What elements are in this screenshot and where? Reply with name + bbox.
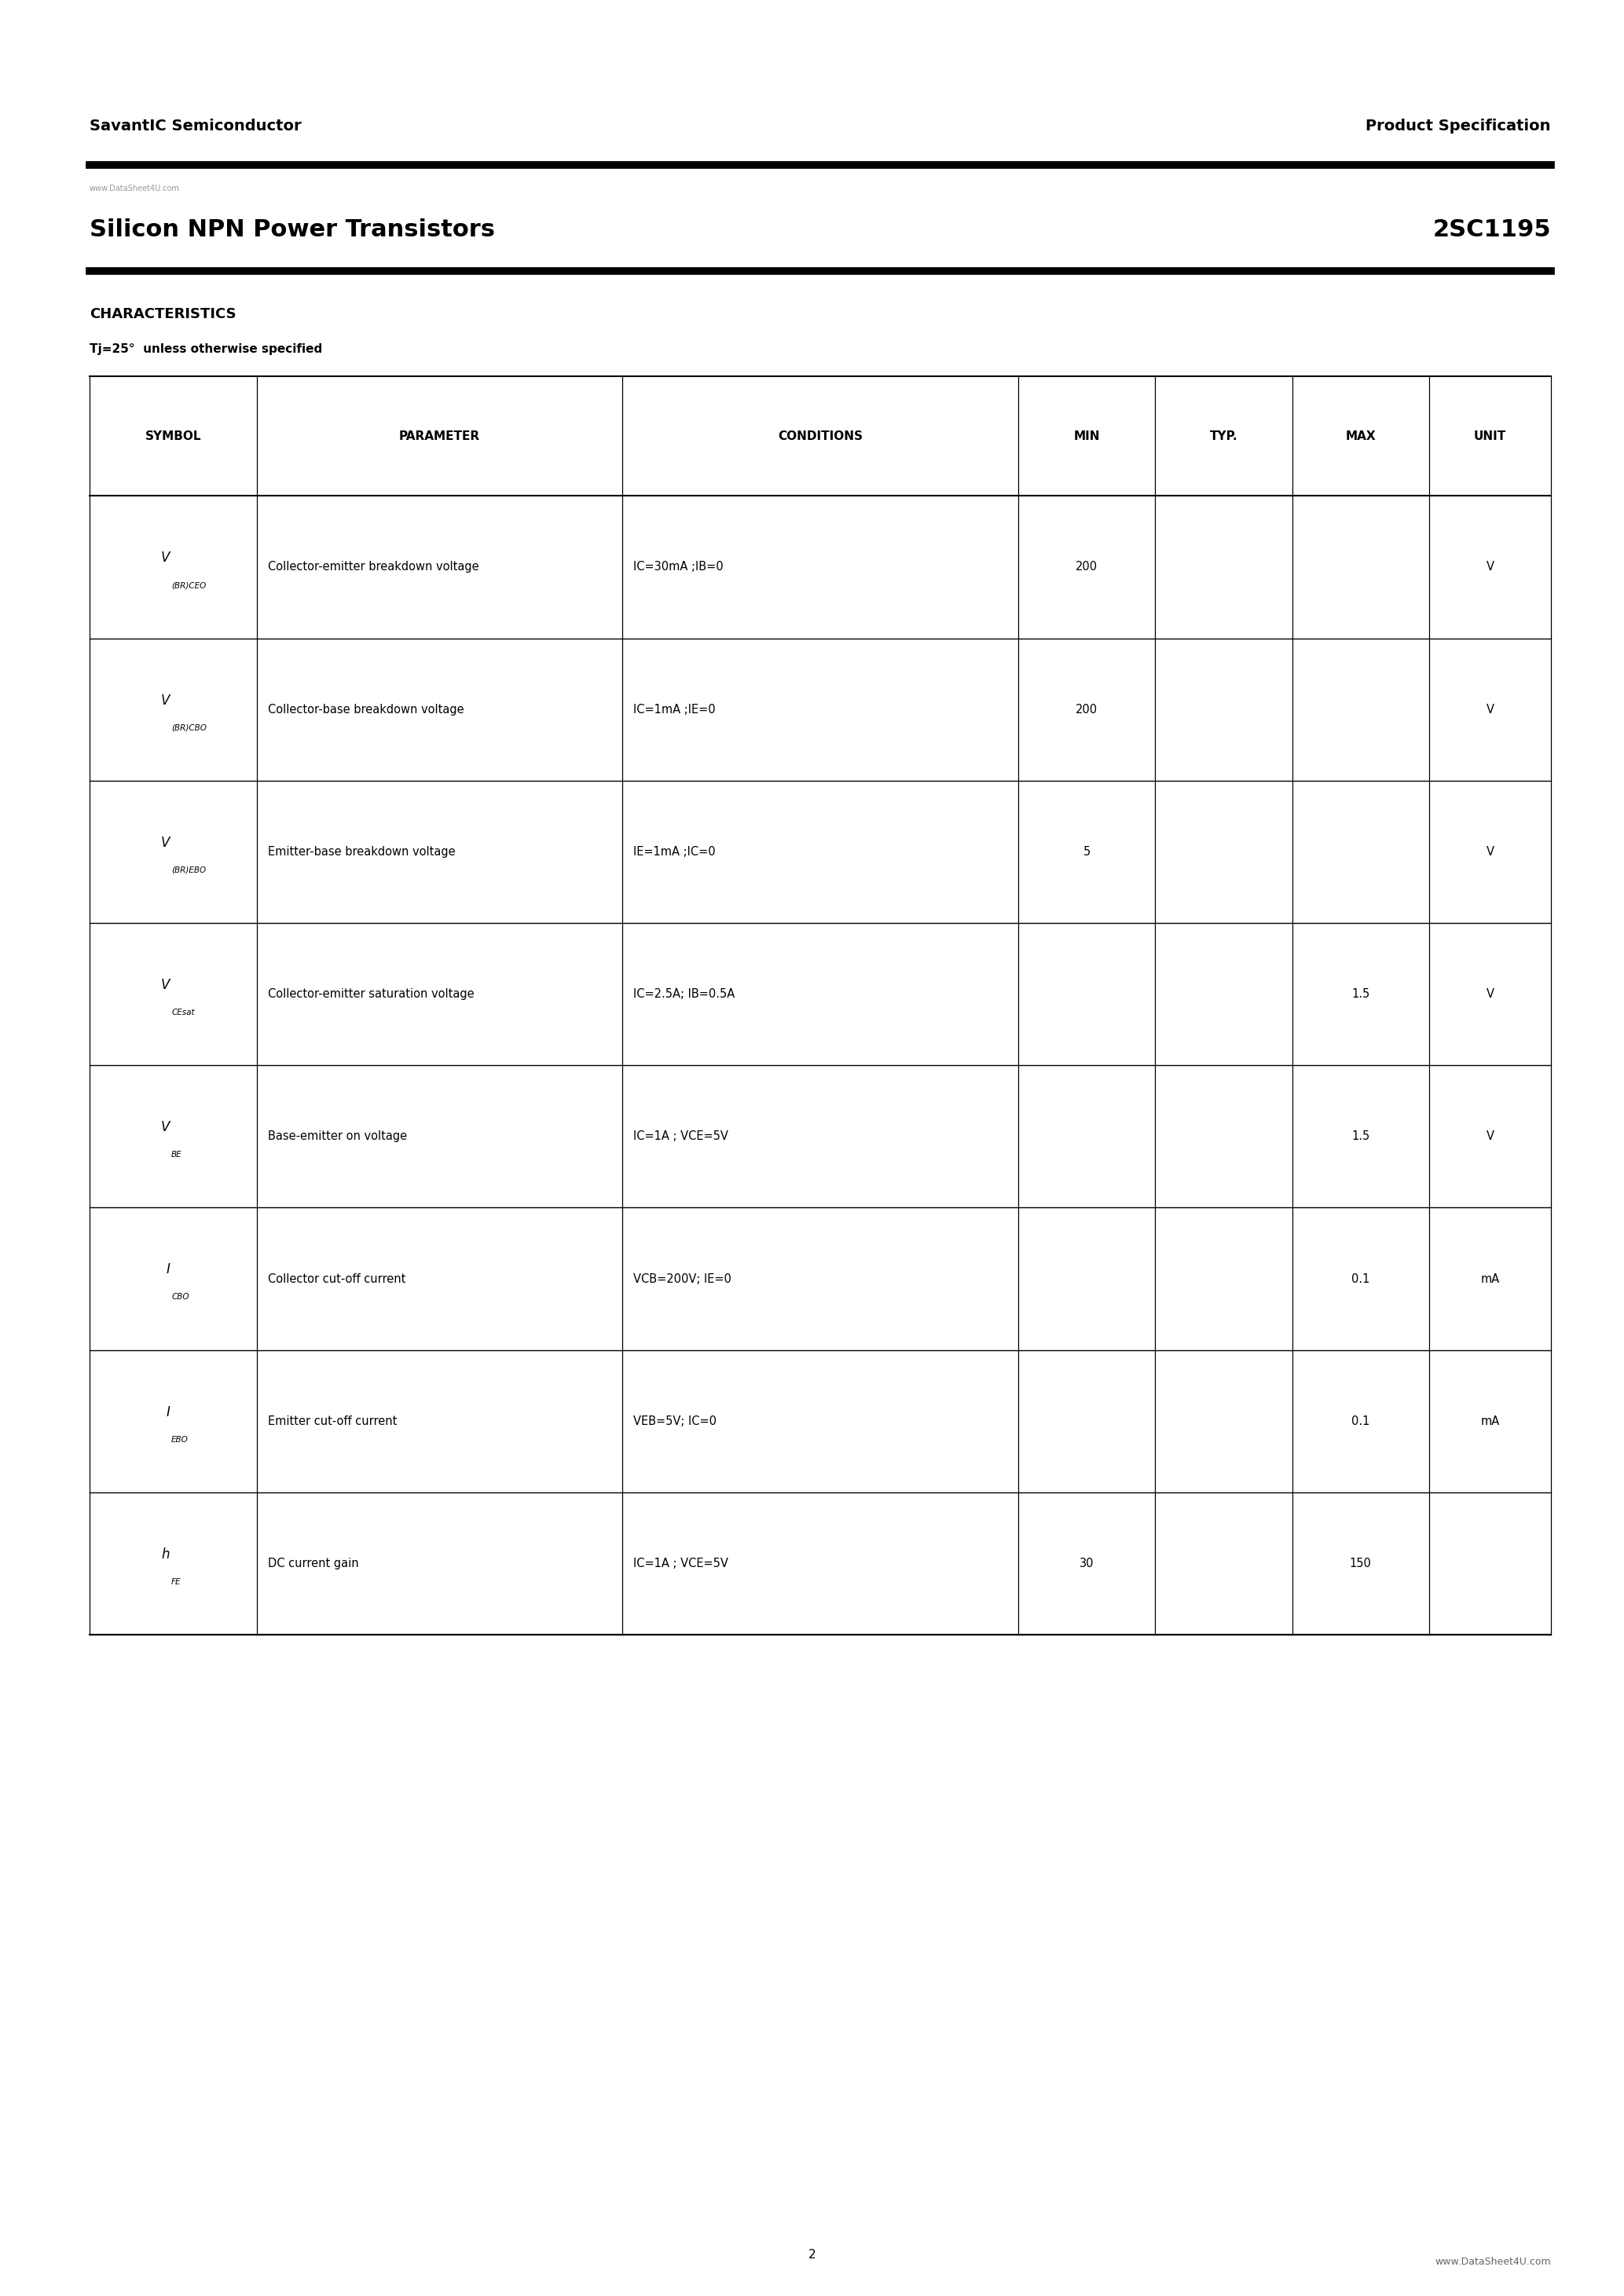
Text: Collector-emitter breakdown voltage: Collector-emitter breakdown voltage [268,560,479,574]
Text: mA: mA [1481,1414,1499,1428]
Text: Emitter-base breakdown voltage: Emitter-base breakdown voltage [268,845,456,859]
Text: IC=1mA ;IE=0: IC=1mA ;IE=0 [633,703,716,716]
Text: 1.5: 1.5 [1351,1130,1369,1143]
Text: EBO: EBO [172,1435,188,1444]
Text: IC=1A ; VCE=5V: IC=1A ; VCE=5V [633,1557,729,1570]
Text: Base-emitter on voltage: Base-emitter on voltage [268,1130,408,1143]
Text: 200: 200 [1075,703,1098,716]
Text: 0.1: 0.1 [1351,1414,1369,1428]
Text: 5: 5 [1083,845,1090,859]
Text: SavantIC Semiconductor: SavantIC Semiconductor [89,119,300,133]
Text: Product Specification: Product Specification [1366,119,1551,133]
Text: UNIT: UNIT [1475,429,1505,443]
Text: www.DataSheet4U.com: www.DataSheet4U.com [89,184,180,193]
Text: MIN: MIN [1073,429,1099,443]
Text: 0.1: 0.1 [1351,1272,1369,1286]
Text: CHARACTERISTICS: CHARACTERISTICS [89,308,235,321]
Text: CBO: CBO [172,1293,188,1302]
Text: CEsat: CEsat [172,1008,195,1017]
Text: V: V [161,551,171,565]
Text: h: h [161,1548,171,1561]
Text: 2SC1195: 2SC1195 [1432,218,1551,241]
Text: www.DataSheet4U.com: www.DataSheet4U.com [1436,2257,1551,2266]
Text: 30: 30 [1080,1557,1095,1570]
Text: DC current gain: DC current gain [268,1557,359,1570]
Text: I: I [166,1405,171,1419]
Text: Collector-base breakdown voltage: Collector-base breakdown voltage [268,703,464,716]
Text: V: V [161,693,171,707]
Text: 150: 150 [1350,1557,1372,1570]
Text: 200: 200 [1075,560,1098,574]
Text: IC=30mA ;IB=0: IC=30mA ;IB=0 [633,560,724,574]
Text: V: V [161,978,171,992]
Text: V: V [1486,560,1494,574]
Text: IC=2.5A; IB=0.5A: IC=2.5A; IB=0.5A [633,987,736,1001]
Text: V: V [161,836,171,850]
Text: Collector-emitter saturation voltage: Collector-emitter saturation voltage [268,987,474,1001]
Text: mA: mA [1481,1272,1499,1286]
Text: PARAMETER: PARAMETER [400,429,481,443]
Text: Silicon NPN Power Transistors: Silicon NPN Power Transistors [89,218,495,241]
Text: V: V [1486,987,1494,1001]
Text: 2: 2 [809,2248,815,2262]
Text: (BR)EBO: (BR)EBO [172,866,206,875]
Text: VEB=5V; IC=0: VEB=5V; IC=0 [633,1414,716,1428]
Text: V: V [161,1120,171,1134]
Text: TYP.: TYP. [1210,429,1237,443]
Text: (BR)CBO: (BR)CBO [172,723,206,732]
Text: (BR)CEO: (BR)CEO [172,581,206,590]
Text: V: V [1486,1130,1494,1143]
Text: Emitter cut-off current: Emitter cut-off current [268,1414,398,1428]
Text: IE=1mA ;IC=0: IE=1mA ;IC=0 [633,845,716,859]
Text: MAX: MAX [1345,429,1376,443]
Text: CONDITIONS: CONDITIONS [778,429,862,443]
Text: FE: FE [172,1577,182,1587]
Text: 1.5: 1.5 [1351,987,1369,1001]
Text: V: V [1486,703,1494,716]
Text: V: V [1486,845,1494,859]
Text: I: I [166,1263,171,1277]
Text: IC=1A ; VCE=5V: IC=1A ; VCE=5V [633,1130,729,1143]
Text: BE: BE [172,1150,182,1159]
Text: VCB=200V; IE=0: VCB=200V; IE=0 [633,1272,732,1286]
Text: Collector cut-off current: Collector cut-off current [268,1272,406,1286]
Text: SYMBOL: SYMBOL [145,429,201,443]
Text: Tj=25°  unless otherwise specified: Tj=25° unless otherwise specified [89,342,322,356]
